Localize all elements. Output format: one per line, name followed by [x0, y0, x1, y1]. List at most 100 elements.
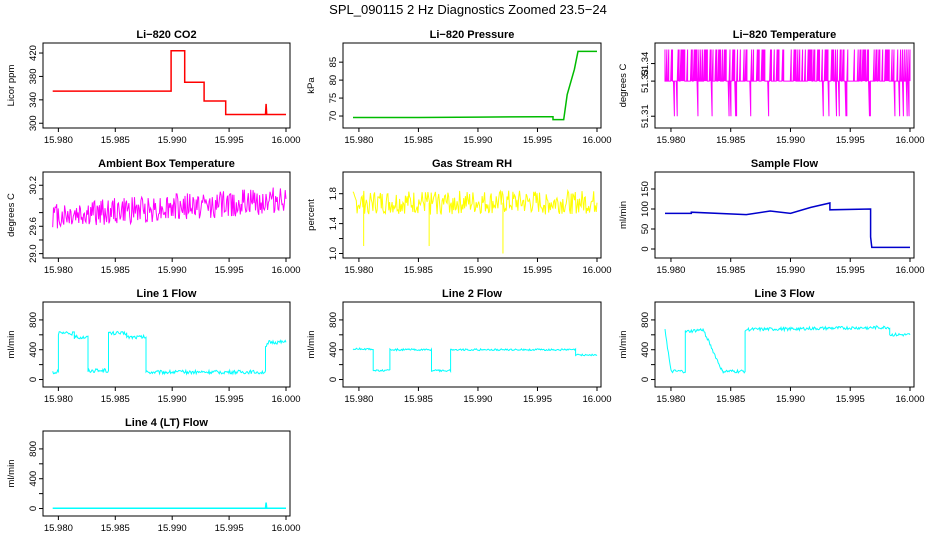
y-tick-label: 150: [640, 181, 651, 197]
y-axis-label: degrees C: [6, 193, 17, 237]
plot-frame: [42, 42, 291, 129]
chart-title: Li−820 Temperature: [733, 29, 836, 41]
plot-frame: [342, 42, 602, 129]
x-tick-label: 16.000: [271, 523, 300, 534]
y-tick-label: 400: [28, 342, 39, 358]
y-tick-label: 85: [328, 57, 339, 68]
chart-panel-6: Sample Flow 15.980 15.985 15.990 15.995 16.00…: [618, 158, 925, 276]
y-tick-label: 0: [640, 377, 651, 382]
x-tick-label: 15.995: [215, 265, 244, 276]
x-tick-label: 15.995: [523, 394, 552, 405]
y-tick-label: 800: [28, 312, 39, 328]
series-group: [52, 330, 287, 376]
x-tick-label: 15.995: [523, 135, 552, 146]
y-tick-label: 400: [640, 342, 651, 358]
y-tick-label: 1.4: [328, 217, 339, 230]
series-line: [52, 187, 287, 229]
y-tick-label: 30.2: [28, 176, 39, 195]
y-tick-label: 380: [28, 68, 39, 84]
y-tick-label: 80: [328, 75, 339, 86]
chart-panel-10: Line 4 (LT) Flow 15.980 15.985 15.990 15.995…: [6, 417, 301, 534]
series-group: [353, 50, 597, 121]
x-tick-label: 15.980: [656, 265, 685, 276]
chart-title: Li−820 Pressure: [430, 29, 515, 41]
y-tick-label: 51.33: [640, 69, 651, 93]
y-tick-label: 0: [640, 246, 651, 251]
chart-title: Ambient Box Temperature: [98, 158, 235, 170]
x-tick-label: 16.000: [582, 394, 611, 405]
plot-frame: [654, 301, 915, 388]
x-tick-label: 15.980: [44, 394, 73, 405]
chart-panel-8: Line 2 Flow 15.980 15.985 15.990 15.995 16.00…: [306, 288, 612, 405]
y-axis-label: kPa: [306, 77, 317, 94]
y-tick-label: 29.0: [28, 244, 39, 263]
series-line: [665, 202, 910, 249]
x-tick-label: 16.000: [895, 394, 924, 405]
y-tick-label: 340: [28, 92, 39, 108]
y-tick-label: 75: [328, 93, 339, 104]
chart-panel-7: Line 1 Flow 15.980 15.985 15.990 15.995 16.00…: [6, 288, 301, 405]
x-tick-label: 15.985: [404, 135, 433, 146]
plot-frame: [654, 42, 915, 129]
chart-title: Line 2 Flow: [442, 288, 502, 300]
x-tick-label: 15.985: [716, 394, 745, 405]
y-tick-label: 0: [328, 377, 339, 382]
x-tick-label: 16.000: [271, 394, 300, 405]
series-group: [52, 502, 286, 509]
x-tick-label: 15.995: [215, 135, 244, 146]
plot-frame: [342, 171, 602, 259]
x-tick-label: 15.985: [101, 523, 130, 534]
y-tick-label: 420: [28, 45, 39, 61]
x-tick-label: 15.985: [716, 135, 745, 146]
series-line: [52, 330, 287, 376]
x-tick-label: 16.000: [271, 265, 300, 276]
x-tick-label: 15.980: [344, 135, 373, 146]
x-tick-label: 15.980: [344, 265, 373, 276]
y-tick-label: 300: [28, 115, 39, 131]
y-tick-label: 1.0: [328, 247, 339, 260]
plot-frame: [654, 171, 915, 259]
series-group: [52, 49, 286, 116]
x-tick-label: 15.980: [44, 265, 73, 276]
chart-title: Line 3 Flow: [755, 288, 815, 300]
x-tick-label: 15.990: [158, 265, 187, 276]
y-tick-label: 800: [328, 312, 339, 328]
chart-title: Line 1 Flow: [137, 288, 197, 300]
chart-title: Sample Flow: [751, 158, 819, 170]
x-tick-label: 15.980: [344, 394, 373, 405]
x-tick-label: 15.995: [836, 265, 865, 276]
x-tick-label: 15.980: [44, 135, 73, 146]
x-tick-label: 16.000: [582, 135, 611, 146]
y-tick-label: 400: [28, 471, 39, 487]
chart-panel-5: Gas Stream RH 15.980 15.985 15.990 15.995 16.…: [306, 158, 612, 276]
y-axis-label: percent: [306, 199, 317, 231]
y-axis-label: Licor ppm: [6, 65, 17, 107]
x-tick-label: 15.985: [101, 135, 130, 146]
chart-panel-3: Li−820 Temperature 15.980 15.985 15.990 15.9…: [618, 29, 925, 146]
y-tick-label: 400: [328, 342, 339, 358]
x-tick-label: 15.990: [776, 394, 805, 405]
x-tick-label: 15.990: [463, 394, 492, 405]
x-tick-label: 16.000: [271, 135, 300, 146]
x-tick-label: 15.990: [158, 394, 187, 405]
chart-title: Li−820 CO2: [136, 29, 196, 41]
x-tick-label: 16.000: [582, 265, 611, 276]
x-tick-label: 16.000: [895, 265, 924, 276]
y-axis-label: ml/min: [618, 331, 629, 359]
series-group: [664, 49, 911, 117]
y-axis-label: ml/min: [306, 331, 317, 359]
plot-frame: [42, 430, 291, 517]
x-tick-label: 15.990: [463, 135, 492, 146]
x-tick-label: 15.990: [776, 135, 805, 146]
x-tick-label: 15.980: [656, 135, 685, 146]
x-tick-label: 15.995: [836, 394, 865, 405]
y-tick-label: 0: [28, 377, 39, 382]
series-group: [664, 325, 911, 374]
x-tick-label: 15.980: [44, 523, 73, 534]
series-line: [664, 49, 911, 117]
series-group: [352, 347, 598, 374]
series-group: [52, 187, 287, 229]
x-tick-label: 15.995: [523, 265, 552, 276]
series-line: [353, 50, 597, 121]
